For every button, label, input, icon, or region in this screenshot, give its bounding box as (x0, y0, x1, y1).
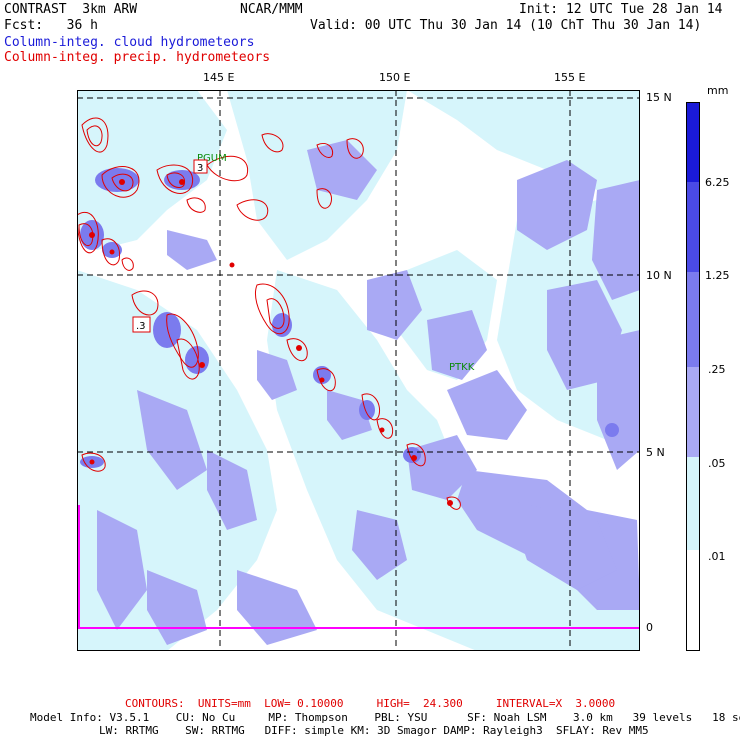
init-time: Init: 12 UTC Tue 28 Jan 14 (519, 2, 723, 17)
model-info-line1: Model Info: V3.5.1 CU: No Cu MP: Thompso… (30, 711, 740, 724)
colorbar-label-6.25: 6.25 (705, 176, 730, 189)
domain-boundary (78, 505, 640, 629)
precip-contours (77, 117, 461, 510)
colorbar-bin-2 (686, 457, 700, 550)
colorbar-label-.05: .05 (708, 457, 726, 470)
lat-label-0: 0 (646, 621, 653, 634)
colorbar-bin-6 (686, 102, 700, 182)
model-info-line2: LW: RRTMG SW: RRTMG DIFF: simple KM: 3D … (99, 724, 649, 737)
contour-label-3-text: 3 (197, 163, 203, 174)
colorbar-label-.25: .25 (708, 363, 726, 376)
field-cloud-label: Column-integ. cloud hydrometeors (4, 35, 255, 50)
station-pgum: PGUM (197, 153, 227, 164)
valid-time: Valid: 00 UTC Thu 30 Jan 14 (10 ChT Thu … (310, 18, 702, 33)
colorbar-label-.01: .01 (708, 550, 726, 563)
colorbar-bin-4 (686, 272, 700, 367)
cloud-field-mid (97, 140, 640, 645)
lat-label-15n: 15 N (646, 91, 672, 104)
contour-label-03: .3 (132, 316, 151, 333)
colorbar-bin-5 (686, 182, 700, 272)
colorbar (686, 102, 700, 651)
station-ptkk: PTKK (449, 362, 475, 373)
map-panel: PGUM PTKK 3 .3 (77, 90, 640, 651)
precip-maxima (89, 179, 453, 506)
center-name: NCAR/MMM (240, 2, 303, 17)
colorbar-unit: mm (707, 84, 729, 97)
lat-label-10n: 10 N (646, 269, 672, 282)
contour-label-3: 3 (193, 159, 208, 174)
field-precip-label: Column-integ. precip. hydrometeors (4, 50, 271, 65)
model-title: CONTRAST 3km ARW (4, 2, 138, 17)
contour-label-03-text: .3 (136, 321, 146, 332)
lat-label-5n: 5 N (646, 446, 665, 459)
lon-label-150: 150 E (379, 71, 411, 84)
forecast-hour: Fcst: 36 h (4, 18, 98, 33)
colorbar-label-1.25: 1.25 (705, 269, 730, 282)
colorbar-bin-3 (686, 367, 700, 457)
colorbar-bin-1 (686, 550, 700, 651)
lon-label-155: 155 E (554, 71, 586, 84)
lon-label-145: 145 E (203, 71, 235, 84)
contour-info: CONTOURS: UNITS=mm LOW= 0.10000 HIGH= 24… (125, 697, 616, 710)
